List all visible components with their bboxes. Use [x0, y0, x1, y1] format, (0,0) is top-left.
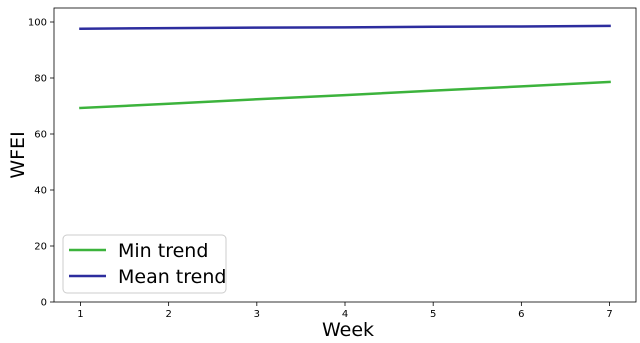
- x-tick-label: 1: [77, 309, 83, 320]
- x-axis-title: Week: [322, 319, 374, 341]
- y-tick-label: 20: [34, 242, 47, 253]
- legend-label-mean-trend: Mean trend: [118, 266, 226, 288]
- y-tick-label: 0: [41, 298, 47, 309]
- x-tick-label: 7: [606, 309, 612, 320]
- x-tick-label: 6: [518, 309, 524, 320]
- legend: Min trend Mean trend: [62, 234, 227, 294]
- y-tick-label: 40: [34, 186, 47, 197]
- series-lines: [79, 24, 611, 110]
- series-line-mean-trend: [79, 24, 611, 30]
- series-line-min-trend: [79, 80, 611, 110]
- y-tick-label: 100: [28, 18, 47, 29]
- x-tick-label: 2: [165, 309, 171, 320]
- x-tick-label: 5: [430, 309, 436, 320]
- x-tick-label: 4: [342, 309, 348, 320]
- legend-label-min-trend: Min trend: [118, 240, 208, 262]
- axis-ticks: 1 2 3 4 5 6 7 0 20 40 60 80 100: [28, 18, 613, 321]
- y-tick-label: 60: [34, 130, 47, 141]
- y-tick-label: 80: [34, 74, 47, 85]
- x-tick-label: 3: [254, 309, 260, 320]
- y-axis-title: WFEI: [7, 131, 29, 178]
